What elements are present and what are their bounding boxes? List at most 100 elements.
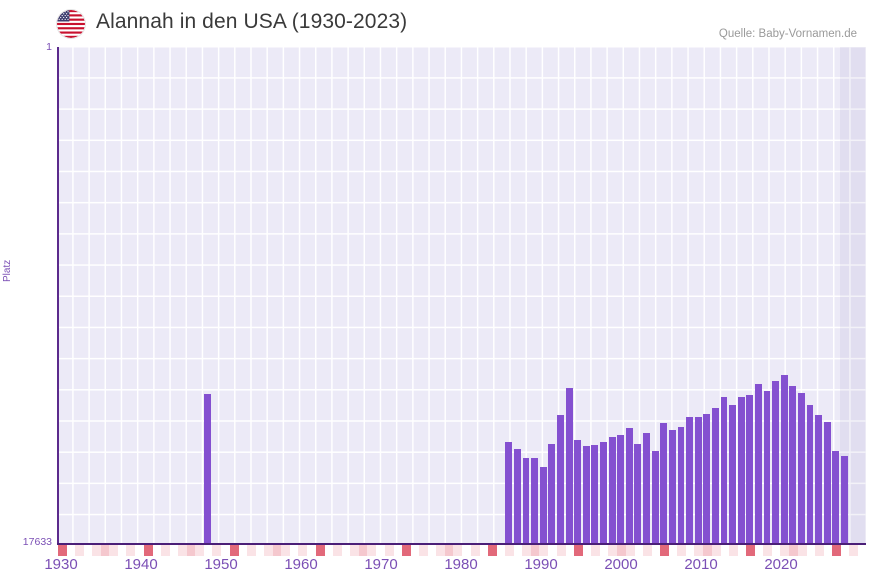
bar — [711, 407, 719, 544]
bar — [522, 458, 530, 544]
source-attribution: Quelle: Baby-Vornamen.de — [718, 28, 857, 40]
y-axis-title: Platz — [2, 259, 13, 282]
us-flag-icon — [57, 10, 85, 38]
x-tick-mark — [100, 545, 110, 556]
page-title: Alannah in den USA (1930-2023) — [96, 10, 408, 33]
x-tick-mark — [229, 545, 239, 556]
x-tick-mark — [74, 545, 84, 556]
bar — [668, 429, 676, 544]
x-tick-label: 2020 — [764, 556, 798, 573]
x-tick-mark — [350, 545, 360, 556]
x-tick-mark — [702, 545, 712, 556]
x-tick-mark — [763, 545, 773, 556]
x-tick-mark — [143, 545, 153, 556]
x-tick-mark — [849, 545, 859, 556]
x-tick-mark — [109, 545, 119, 556]
x-tick-mark — [814, 545, 824, 556]
bar — [823, 421, 831, 544]
x-tick-label: 1950 — [204, 556, 238, 573]
x-tick-mark — [728, 545, 738, 556]
x-tick-label: 2010 — [684, 556, 718, 573]
x-tick-mark — [625, 545, 635, 556]
x-tick-mark — [591, 545, 601, 556]
x-tick-mark — [160, 545, 170, 556]
x-tick-mark — [186, 545, 196, 556]
x-tick-label: 1940 — [124, 556, 158, 573]
bar — [660, 422, 668, 544]
x-tick-mark — [358, 545, 368, 556]
x-tick-mark — [677, 545, 687, 556]
x-tick-mark — [384, 545, 394, 556]
x-tick-label: 1990 — [524, 556, 558, 573]
x-tick-mark — [832, 545, 842, 556]
x-tick-mark — [797, 545, 807, 556]
bar — [634, 443, 642, 544]
bar — [677, 426, 685, 544]
x-tick-mark — [539, 545, 549, 556]
bar — [832, 450, 840, 544]
x-tick-mark — [470, 545, 480, 556]
x-tick-mark — [694, 545, 704, 556]
bar — [737, 396, 745, 544]
bar — [617, 434, 625, 544]
bar-series — [57, 47, 866, 544]
x-tick-mark — [401, 545, 411, 556]
x-tick-mark — [281, 545, 291, 556]
bar — [746, 394, 754, 544]
bar — [729, 404, 737, 544]
x-tick-label: 1930 — [44, 556, 78, 573]
bar — [780, 375, 788, 544]
bar — [772, 380, 780, 544]
x-tick-mark — [418, 545, 428, 556]
bar — [582, 446, 590, 544]
x-tick-mark — [177, 545, 187, 556]
x-tick-mark — [711, 545, 721, 556]
bar — [565, 388, 573, 544]
x-tick-mark — [264, 545, 274, 556]
bar — [841, 455, 848, 544]
x-tick-mark — [573, 545, 583, 556]
bar — [591, 444, 599, 544]
x-tick-label: 1970 — [364, 556, 398, 573]
bar — [686, 417, 693, 544]
bar — [643, 433, 650, 544]
x-tick-mark — [608, 545, 618, 556]
bar — [720, 397, 728, 544]
y-tick-label: 17633 — [22, 536, 52, 548]
x-tick-mark — [642, 545, 652, 556]
x-tick-mark — [246, 545, 256, 556]
bar — [625, 427, 633, 544]
bar — [557, 414, 564, 544]
x-tick-mark — [444, 545, 454, 556]
x-tick-mark — [212, 545, 222, 556]
bar — [539, 466, 547, 544]
x-tick-mark — [453, 545, 463, 556]
bar — [608, 436, 616, 544]
x-tick-mark — [487, 545, 497, 556]
x-tick-mark — [315, 545, 325, 556]
bar — [789, 385, 797, 544]
x-tick-mark — [436, 545, 446, 556]
x-tick-mark — [789, 545, 799, 556]
x-tick-label: 2000 — [604, 556, 638, 573]
bar — [798, 392, 805, 544]
x-tick-mark — [746, 545, 756, 556]
x-tick-mark — [57, 545, 67, 556]
x-tick-mark — [530, 545, 540, 556]
bar — [694, 416, 702, 544]
bar — [651, 450, 659, 544]
x-tick-mark — [195, 545, 205, 556]
y-tick-label: 1 — [46, 41, 52, 53]
bar — [600, 441, 607, 544]
x-axis-line — [57, 543, 866, 545]
bar — [548, 443, 556, 544]
bar — [531, 457, 539, 544]
x-tick-mark — [332, 545, 342, 556]
bar — [204, 393, 212, 544]
bar — [763, 391, 771, 544]
x-tick-mark — [367, 545, 377, 556]
bar — [815, 415, 823, 544]
x-tick-mark — [505, 545, 515, 556]
x-tick-mark — [780, 545, 790, 556]
bar — [703, 413, 711, 544]
